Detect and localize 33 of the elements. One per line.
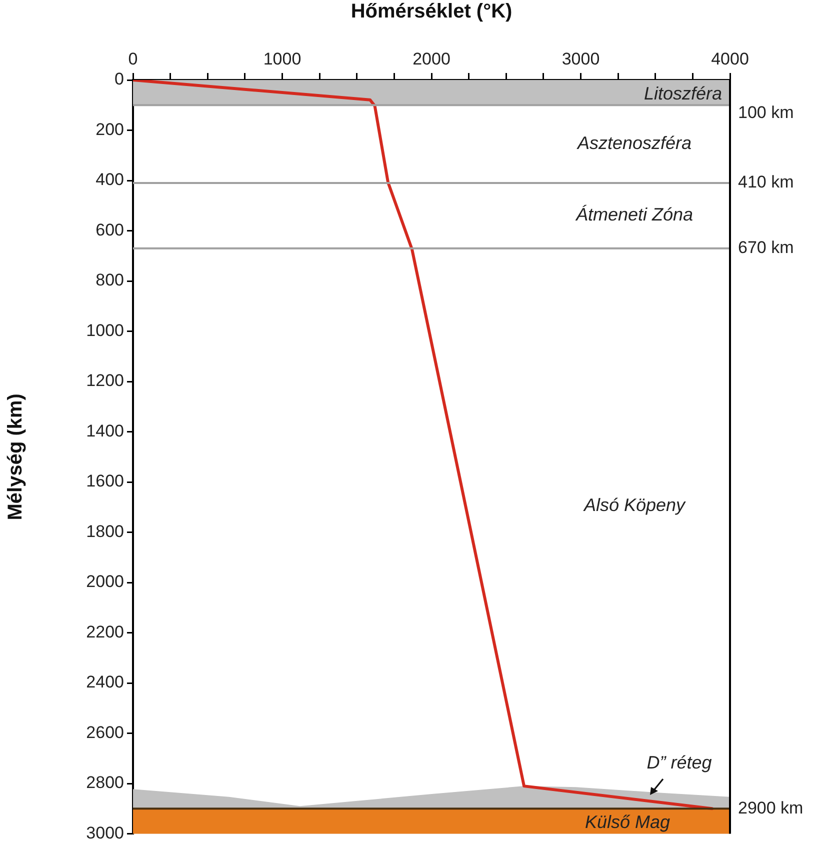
y-tick-label: 2800 [86,773,124,792]
annotation: Átmeneti Zóna [574,204,694,225]
band-label: Litoszféra [644,84,722,104]
y-tick-label: 2200 [86,622,124,642]
annotation: Alsó Köpeny [582,495,686,516]
y-tick-label: 1400 [86,421,124,440]
x-tick-label: 2000 [412,49,450,68]
y-tick-label: 1200 [86,371,124,390]
ref-line-label: 2900 km [738,798,804,818]
y-axis-title: Mélység (km) [4,394,27,520]
y-tick-label: 0 [114,70,124,89]
y-tick-label: 2400 [86,672,124,692]
y-tick-label: 200 [96,120,124,139]
x-tick-label: 3000 [562,49,600,68]
annotation: Asztenoszféra [576,133,692,154]
y-tick-label: 400 [96,170,124,190]
ref-line-label: 670 km [738,238,794,258]
y-tick-label: 1800 [86,522,124,541]
band-label: Külső Mag [584,812,670,832]
y-tick-label: 1000 [86,320,124,340]
y-tick-label: 3000 [86,823,124,842]
y-tick-label: 2600 [86,722,124,742]
y-tick-label: 600 [96,220,124,240]
x-tick-label: 1000 [263,49,302,68]
annotation: D” réteg [646,752,712,773]
y-tick-label: 1600 [86,472,124,491]
y-tick-label: 800 [96,270,124,290]
x-axis-title: Hőmérséklet (°K) [350,0,512,23]
ref-line-label: 410 km [738,172,794,192]
x-tick-label: 4000 [711,49,749,68]
x-tick-label: 0 [128,49,138,68]
ref-line-label: 100 km [738,102,794,122]
y-tick-label: 2000 [86,572,124,592]
